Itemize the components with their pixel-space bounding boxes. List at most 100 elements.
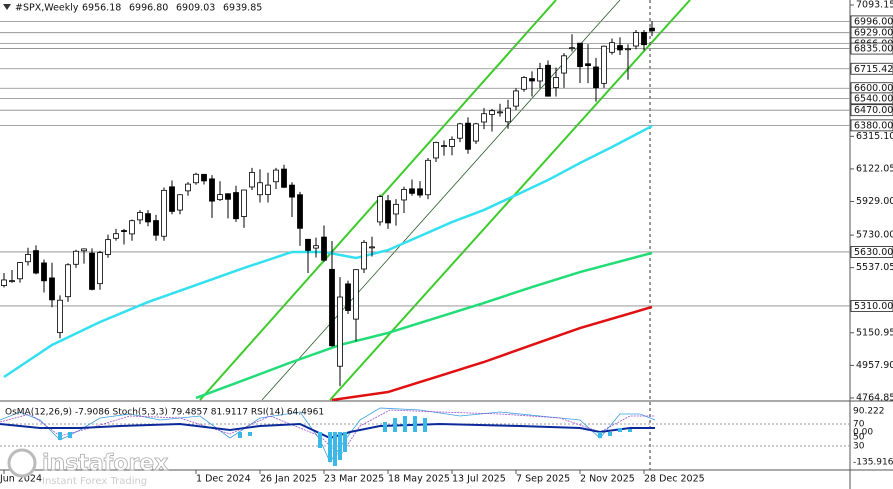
x-tick-label: 2 Nov 2025 [580,474,635,485]
x-tick-label: 1 Dec 2024 [196,474,251,485]
candle-body [553,77,559,88]
indicator-axis-label: 0.00 [853,428,873,438]
candle-body [17,262,23,280]
candle-body [41,262,47,282]
candle-body [345,283,351,311]
candle-body [49,277,55,301]
y-tick-label: 4764.85 [856,392,893,403]
candle-body [369,246,375,249]
candle-body [513,90,519,107]
indicator-axis-label: 50 [853,433,865,443]
candle-body [489,110,495,115]
candle-body [585,63,591,67]
indicator-panel [0,407,850,466]
header-icon [3,4,11,10]
y-tick-label: 6122.05 [856,163,893,174]
candle-body [25,254,31,263]
candle-body [569,47,575,50]
indicator-title: OsMA(12,26,9) -7.9086 Stoch(5,3,3) 79.48… [5,408,324,418]
candle-body [105,239,111,255]
indicator-axis-label: 30 [853,442,865,452]
candle-body [89,252,95,290]
candle-body [449,138,455,147]
candle-body [465,122,471,150]
candle-body [441,145,447,148]
indicator-axis-label: 70 [853,420,865,430]
level-label-box [850,62,893,75]
candle-body [529,78,535,82]
candle-body [1,279,7,286]
candle-body [649,27,655,32]
moving-average [195,251,653,400]
candle-body [201,173,207,182]
candle-body [481,113,487,123]
candle-body [185,183,191,192]
moving-average [331,305,653,402]
candle-body [401,189,407,201]
osma-histogram [58,416,632,466]
x-tick-label: 28 Dec 2025 [644,474,705,485]
x-tick-label: 23 Mar 2025 [324,474,384,485]
candle-body [209,178,215,202]
candle-body [177,194,183,211]
level-label-box [850,104,893,117]
level-label-box [850,246,893,258]
y-tick-label: 5730.00 [856,230,893,241]
candle-body [433,142,439,159]
candle-body [217,194,223,201]
candle-body [521,77,527,90]
candle-body [305,238,311,251]
candle-body [593,66,599,89]
candle-body [193,173,199,184]
candle-body [113,233,119,239]
y-tick-label: 7093.15 [856,0,893,11]
y-tick-label: 4957.90 [856,360,893,371]
candle-body [265,184,271,195]
candle-body [633,32,639,47]
candle-body [641,31,647,46]
candle-body [561,55,567,74]
candle-body [241,189,247,217]
y-tick-label: 5537.05 [856,262,893,273]
channel-middle [261,0,621,401]
level-label: 6600.00 [854,83,893,94]
candle-body [153,220,159,236]
candle-body [329,268,335,347]
candle-body [281,168,287,188]
indicator-axis-label: -135.9167 [853,458,893,468]
candle-body [313,245,319,249]
candle-body [145,213,151,223]
brand: instaforex [42,451,168,476]
level-label: 6470.00 [854,105,893,116]
y-tick-label: 5150.95 [856,327,893,338]
level-label: 5310.00 [854,301,893,312]
candle-body [497,111,503,114]
x-tick-label: 18 May 2025 [388,474,450,485]
level-label: 5630.00 [854,247,893,258]
candle-body [609,42,615,53]
y-tick-label: 5929.00 [856,196,893,207]
candle-body [137,212,143,221]
candle-body [65,264,71,298]
level-label-box [850,119,893,132]
candle-body [321,236,327,261]
tagline: Instant Forex Trading [42,476,147,487]
candle-body [601,45,607,84]
header-value: 6909.03 [176,3,215,14]
candle-body [377,196,383,223]
candle-body [457,123,463,139]
header-value: 6956.18 [82,3,121,14]
candle-body [361,241,367,270]
candle-body [81,248,87,252]
header-value: 6996.80 [129,3,168,14]
candle-body [353,269,359,320]
candle-body [161,189,167,237]
x-tick-label: 7 Sep 2025 [516,474,570,485]
candle-body [33,250,39,274]
x-tick-label: 16 Jun 2024 [0,474,42,485]
candle-body [409,188,415,194]
level-label: 6715.42 [854,64,893,75]
candle-body [617,45,623,51]
candle-body [289,184,295,198]
